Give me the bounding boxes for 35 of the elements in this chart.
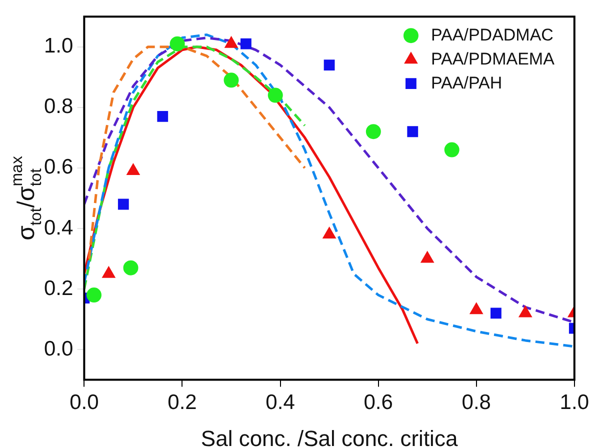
point — [366, 124, 381, 140]
legend-label: PAA/PDADMAC — [430, 25, 554, 44]
legend-label: PAA/PDMAEMA — [430, 49, 556, 68]
y-tick-label: 0.8 — [44, 95, 74, 118]
point — [324, 60, 335, 70]
point — [240, 38, 252, 50]
x-tick-label: 1.0 — [560, 391, 590, 414]
point — [86, 288, 102, 303]
y-tick-label: 0.2 — [44, 276, 74, 300]
point — [268, 88, 283, 103]
point — [420, 251, 434, 263]
point — [322, 227, 336, 239]
x-tick-label: 0.2 — [168, 391, 197, 414]
x-tick-label: 0.4 — [266, 391, 296, 414]
point — [224, 72, 239, 88]
y-tick-label: 0.4 — [44, 216, 74, 240]
point — [444, 142, 460, 158]
point — [470, 302, 483, 314]
point — [118, 198, 129, 210]
x-axis-title: Sal conc. /Sal conc. critica — [200, 426, 458, 448]
point — [490, 308, 502, 319]
point — [407, 126, 418, 138]
point — [102, 266, 116, 278]
y-tick-label: 1.0 — [44, 34, 74, 58]
point — [157, 111, 168, 122]
legend-label: PAA/PAH — [430, 73, 502, 92]
x-tick-label: 0.8 — [462, 391, 491, 414]
x-tick-label: 0.0 — [70, 391, 99, 414]
y-tick-label: 0.6 — [44, 156, 74, 179]
point — [170, 36, 185, 52]
y-axis-title: σtot/σtotmax — [9, 156, 45, 240]
point — [123, 260, 138, 276]
point — [518, 306, 532, 318]
y-tick-label: 0.0 — [44, 337, 74, 360]
x-tick-label: 0.6 — [364, 391, 393, 414]
